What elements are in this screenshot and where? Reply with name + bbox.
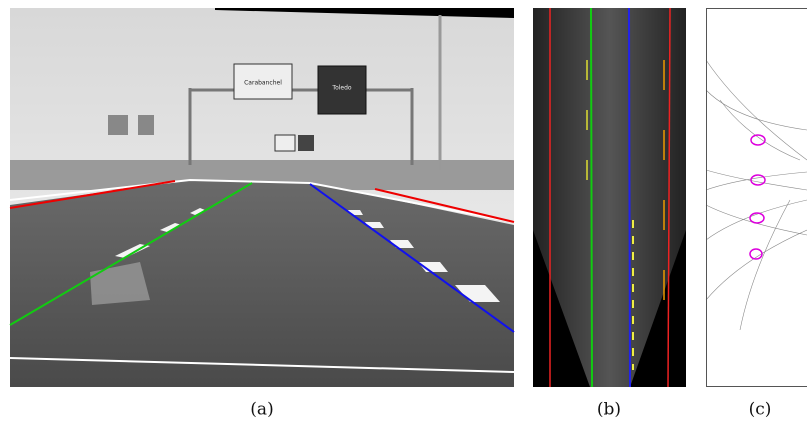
hough-frame [707,9,807,387]
sign [298,135,314,151]
panel-c [706,9,807,387]
sign-text: Toledo [331,85,351,92]
page: Carabanchel Toledo [0,0,807,426]
figure: Carabanchel Toledo [0,0,807,426]
caption: (a) [250,400,273,420]
sign-text: Carabanchel [244,80,282,87]
caption: (c) [749,400,772,420]
green-line [591,8,592,387]
caption: (b) [597,400,621,420]
blue-line [629,8,630,387]
sign-back [138,115,154,135]
panel-a: Carabanchel Toledo [10,8,514,387]
sign-back [108,115,128,135]
panel-b [533,8,686,387]
sign [275,135,295,151]
road [10,180,514,387]
